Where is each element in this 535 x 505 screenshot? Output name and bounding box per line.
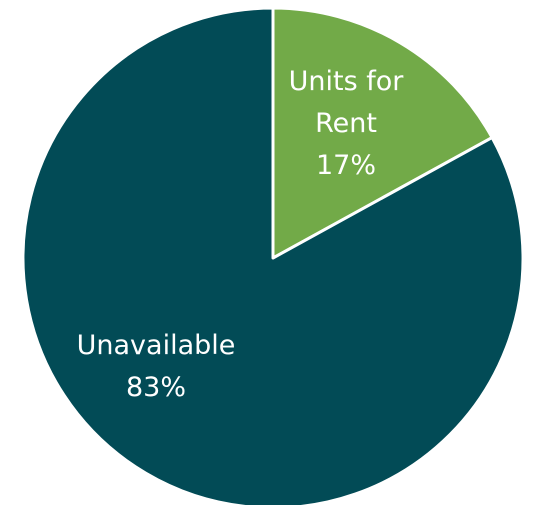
pie-slice	[21, 6, 525, 505]
slice-label: Unavailable 83%	[71, 325, 241, 409]
value-label: 17%	[315, 150, 376, 181]
value-label: 83%	[125, 372, 186, 403]
category-label: Units for Rent	[288, 66, 404, 139]
category-label: Unavailable	[76, 330, 236, 361]
pie-slice	[271, 6, 494, 260]
slice-label: Units for Rent 17%	[261, 61, 431, 187]
